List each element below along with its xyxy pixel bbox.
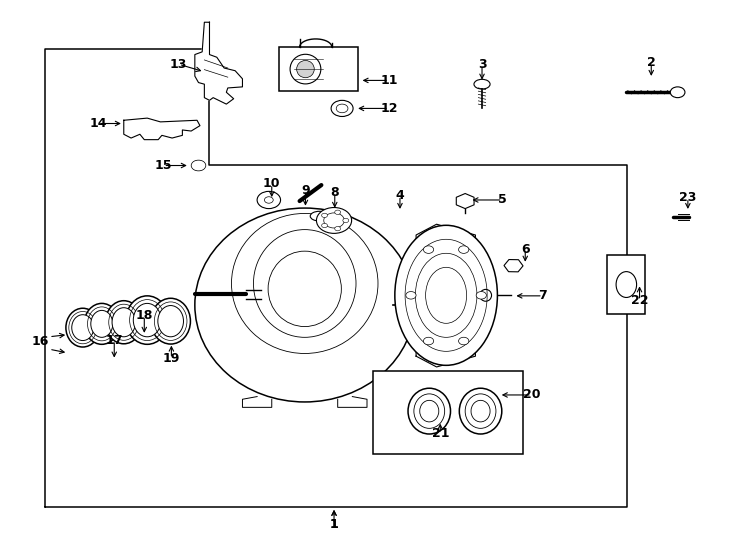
Text: 2: 2 (647, 56, 655, 69)
Circle shape (257, 191, 280, 208)
Text: 5: 5 (498, 193, 507, 206)
Text: 3: 3 (478, 58, 487, 71)
Ellipse shape (84, 303, 120, 345)
Ellipse shape (290, 55, 321, 84)
Ellipse shape (408, 388, 451, 434)
Text: 12: 12 (380, 102, 398, 115)
Circle shape (476, 292, 487, 299)
Ellipse shape (195, 208, 415, 402)
Text: 1: 1 (330, 518, 338, 531)
Ellipse shape (471, 400, 490, 422)
Ellipse shape (297, 60, 314, 78)
Text: 22: 22 (631, 294, 648, 307)
Ellipse shape (459, 388, 502, 434)
Circle shape (321, 213, 327, 218)
Bar (279, 47, 358, 91)
Ellipse shape (616, 272, 636, 298)
Text: 19: 19 (163, 352, 180, 365)
Ellipse shape (465, 394, 496, 428)
Ellipse shape (126, 296, 169, 345)
Polygon shape (124, 118, 200, 140)
Polygon shape (416, 224, 476, 367)
Text: 10: 10 (263, 177, 280, 190)
Ellipse shape (670, 87, 685, 98)
Circle shape (459, 246, 469, 253)
Circle shape (424, 246, 434, 253)
Bar (607, 255, 645, 314)
Circle shape (343, 218, 349, 222)
Text: 9: 9 (301, 184, 310, 197)
Text: 15: 15 (155, 159, 172, 172)
Circle shape (191, 160, 206, 171)
Text: 1: 1 (330, 518, 338, 531)
Ellipse shape (192, 161, 205, 170)
Ellipse shape (310, 211, 329, 221)
Text: 4: 4 (396, 189, 404, 202)
Circle shape (424, 338, 434, 345)
Text: 14: 14 (90, 117, 107, 130)
Ellipse shape (474, 79, 490, 89)
Ellipse shape (480, 289, 492, 301)
Ellipse shape (91, 310, 113, 338)
Ellipse shape (420, 400, 439, 422)
Ellipse shape (72, 315, 94, 341)
Circle shape (335, 226, 341, 231)
Text: 11: 11 (380, 74, 398, 87)
Ellipse shape (106, 301, 142, 344)
Text: 6: 6 (521, 243, 529, 256)
Text: 8: 8 (330, 186, 339, 199)
Text: 21: 21 (432, 427, 449, 440)
Ellipse shape (336, 104, 348, 113)
Circle shape (264, 197, 273, 203)
Text: 23: 23 (679, 191, 697, 204)
Ellipse shape (112, 308, 136, 337)
Text: 13: 13 (170, 58, 187, 71)
Ellipse shape (66, 308, 100, 347)
Text: 17: 17 (106, 334, 123, 347)
Text: 18: 18 (136, 309, 153, 322)
Circle shape (321, 224, 327, 228)
Ellipse shape (414, 394, 445, 428)
Text: 20: 20 (523, 388, 540, 401)
Bar (373, 371, 523, 454)
Ellipse shape (151, 298, 190, 344)
Ellipse shape (134, 303, 161, 337)
Ellipse shape (324, 213, 344, 228)
Ellipse shape (395, 225, 498, 366)
Circle shape (406, 292, 416, 299)
Text: 16: 16 (32, 335, 49, 348)
Polygon shape (195, 22, 242, 104)
Text: 7: 7 (539, 289, 548, 302)
Ellipse shape (316, 207, 352, 233)
Circle shape (459, 338, 469, 345)
Circle shape (335, 210, 341, 214)
Ellipse shape (158, 306, 184, 337)
Ellipse shape (331, 100, 353, 117)
